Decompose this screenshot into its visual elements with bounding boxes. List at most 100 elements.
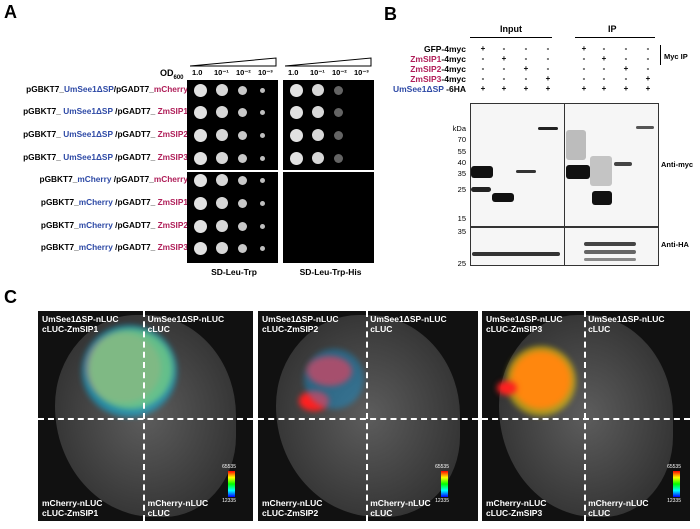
blot-band [472, 252, 560, 256]
quadrant-label-line: cLUC [147, 324, 170, 334]
quadrant-label-line: UmSee1ΔSP-nLUC [370, 314, 447, 324]
input-sign: - [524, 54, 528, 63]
dilution-tick: 10⁻¹ [214, 68, 229, 77]
luminescence-signal [307, 356, 353, 386]
yeast-spot [194, 128, 207, 142]
dilution-wedge-1 [190, 57, 277, 67]
yeast-spot [238, 107, 247, 117]
input-sign: + [523, 64, 529, 73]
ip-sign: + [645, 84, 651, 93]
yeast-spot [260, 109, 265, 115]
yeast-spot [312, 84, 324, 96]
yeast-spot [216, 106, 228, 118]
ip-sign: - [624, 54, 628, 63]
vector-prey-prefix: /pGADT7_ [111, 174, 154, 184]
input-sign: + [480, 84, 486, 93]
ip-sign: + [623, 84, 629, 93]
ip-sign: + [645, 74, 651, 83]
quadrant-label-line: cLUC [147, 508, 170, 518]
yeast-spot [216, 129, 228, 141]
prey-name: ZmSIP3 [157, 242, 188, 252]
quadrant-label-line: mCherry-nLUC [262, 498, 323, 508]
vector-prefix: pGBKT7_ [23, 129, 64, 139]
panel-c-label: C [4, 287, 17, 307]
blot-band [566, 130, 586, 160]
leaf-texture [498, 315, 674, 517]
vector-prey-prefix: /pGADT7_ [112, 152, 158, 162]
sample-construct: ZmSIP2 [410, 64, 442, 74]
ip-sign: - [624, 74, 628, 83]
bait-name: mCherry [78, 197, 113, 207]
y2h-row-7: pGBKT7_mCherry /pGADT7_ ZmSIP2 [0, 220, 188, 230]
yeast-spot [216, 197, 228, 209]
dilution-tick: 10⁻³ [258, 68, 273, 77]
myc-ip-bracket [657, 45, 661, 65]
quadrant-label-line: cLUC [588, 508, 611, 518]
quadrant-label-line: cLUC [370, 324, 393, 334]
input-sign: - [524, 44, 528, 53]
bait-name: UmSee1ΔSP [63, 106, 113, 116]
anti-myc-label: Anti-myc [661, 160, 694, 169]
vector-prey-prefix: /pGADT7_ [112, 106, 158, 116]
prey-name: ZmSIP1 [157, 197, 188, 207]
luminescence-signal [506, 345, 577, 416]
yeast-spot [238, 221, 247, 231]
yeast-spot [238, 175, 247, 185]
dilution-tick: 1.0 [288, 68, 299, 77]
dilution-tick: 1.0 [192, 68, 203, 77]
blot-ip-ha [564, 227, 659, 266]
quadrant-divider-v [583, 311, 586, 521]
quadrant-label-line: UmSee1ΔSP-nLUC [42, 314, 119, 324]
color-scale-min: 12335 [222, 498, 236, 504]
yeast-spot [290, 151, 303, 165]
ip-sign: + [601, 54, 607, 63]
ip-line [575, 37, 655, 38]
quadrant-divider-h [258, 418, 478, 420]
panel-a-label: A [4, 2, 17, 22]
yeast-spot [238, 153, 247, 163]
blot-input-myc [470, 103, 565, 227]
quadrant-label-br: mCherry-nLUC cLUC [148, 498, 208, 518]
vector-prefix: pGBKT7_ [39, 174, 78, 184]
luminescence-signal [304, 349, 365, 409]
input-sign: - [524, 74, 528, 83]
luminescence-signal [496, 380, 517, 395]
color-scale-bar [228, 471, 235, 497]
quadrant-label-tr: UmSee1ΔSP-nLUC cLUC [148, 314, 225, 334]
vector-prey-prefix: /pGADT7_ [113, 84, 154, 94]
kda-marker: 35 [457, 227, 466, 236]
quadrant-label-line: cLUC-ZmSIP3 [486, 324, 543, 334]
sample-tag: -6HA [443, 84, 466, 94]
yeast-spot [194, 173, 207, 187]
y2h-row-8: pGBKT7_mCherry /pGADT7_ ZmSIP3 [0, 242, 188, 252]
bait-name: UmSee1ΔSP [63, 129, 113, 139]
prey-name: ZmSIP2 [157, 220, 188, 230]
medium-label-1: SD-Leu-Trp [211, 267, 257, 277]
input-sign: - [546, 64, 550, 73]
kda-marker: 55 [457, 147, 466, 156]
ip-sign: - [602, 44, 606, 53]
prey-name: ZmSIP1 [157, 106, 188, 116]
ip-sign: - [602, 74, 606, 83]
blot-band [590, 156, 612, 186]
dilution-tick: 10⁻³ [354, 68, 369, 77]
prey-name: ZmSIP2 [157, 129, 188, 139]
bait-name: UmSee1ΔSP [63, 152, 113, 162]
sample-name-3: ZmSIP2-4myc [380, 64, 466, 74]
input-line [470, 37, 552, 38]
ip-sign: - [646, 64, 650, 73]
yeast-spot [334, 107, 343, 117]
vector-prefix: pGBKT7_ [23, 152, 64, 162]
yeast-spot [194, 151, 207, 165]
ip-sign: - [602, 64, 606, 73]
quadrant-label-line: mCherry-nLUC [588, 498, 649, 508]
kda-marker: 25 [457, 259, 466, 268]
panel-b-label: B [384, 4, 397, 24]
color-scale-bar [441, 471, 448, 497]
luminescence-signal [298, 391, 329, 411]
y2h-row-3: pGBKT7_ UmSee1ΔSP /pGADT7_ ZmSIP2 [0, 129, 188, 139]
y2h-row-4: pGBKT7_ UmSee1ΔSP /pGADT7_ ZmSIP3 [0, 152, 188, 162]
blot-band [614, 162, 632, 166]
anti-ha-label: Anti-HA [661, 240, 689, 249]
ip-sign: - [582, 64, 586, 73]
